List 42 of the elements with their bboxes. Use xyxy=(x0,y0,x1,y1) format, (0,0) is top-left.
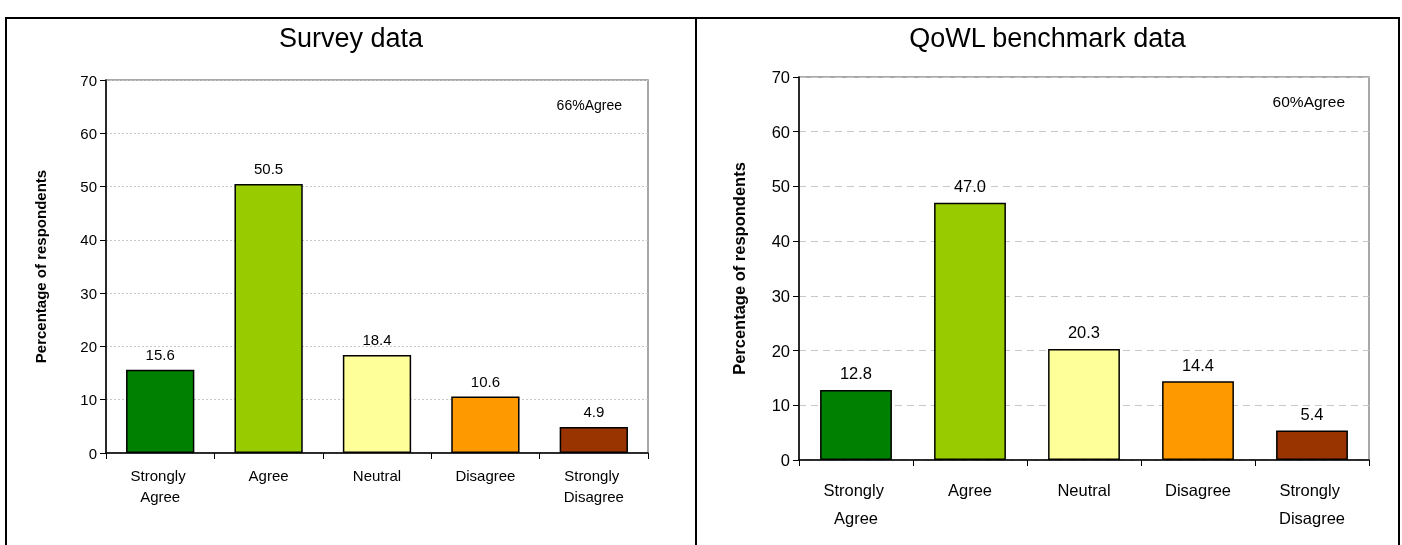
data-label: 50.5 xyxy=(254,159,284,177)
y-tick-label: 0 xyxy=(780,451,790,469)
x-tick-label: Strongly Disagree xyxy=(1278,481,1346,527)
x-tick-label: Neutral xyxy=(352,467,402,484)
y-tick-label: 40 xyxy=(771,232,790,251)
y-tick-label: 20 xyxy=(80,337,97,355)
chart-title: Survey data xyxy=(278,22,425,53)
y-axis-title: Percentage of respondents xyxy=(32,169,49,364)
x-tick-label: Strongly Agree xyxy=(823,481,889,527)
data-label: 15.6 xyxy=(145,345,175,363)
y-tick-label: 60 xyxy=(80,124,97,142)
y-tick-label: 40 xyxy=(80,231,97,249)
data-label: 12.8 xyxy=(839,364,873,383)
y-tick-label: 20 xyxy=(771,341,790,360)
y-axis-title: Percentage of respondents xyxy=(729,162,748,375)
data-label: 10.6 xyxy=(470,372,500,390)
annotation: 60%Agree xyxy=(1272,92,1346,110)
data-label: 18.4 xyxy=(362,330,392,348)
data-label: 20.3 xyxy=(1067,323,1101,342)
x-tick-label: Neutral xyxy=(1057,481,1111,499)
data-label: 14.4 xyxy=(1181,355,1215,374)
y-tick-label: 10 xyxy=(80,391,97,409)
x-tick-label: Disagree xyxy=(455,467,516,484)
y-tick-label: 50 xyxy=(771,177,790,196)
y-tick-label: 10 xyxy=(771,396,790,415)
chart-title: QoWL benchmark data xyxy=(909,22,1187,53)
y-tick-label: 60 xyxy=(771,122,790,141)
y-tick-label: 30 xyxy=(80,284,97,302)
x-tick-label: Strongly Agree xyxy=(130,467,190,505)
y-tick-label: 70 xyxy=(771,68,790,86)
data-label: 47.0 xyxy=(953,177,987,196)
y-tick-label: 30 xyxy=(771,286,790,305)
data-label: 4.9 xyxy=(583,402,605,420)
data-label: 5.4 xyxy=(1300,404,1324,423)
annotation: 66%Agree xyxy=(556,97,623,113)
y-tick-label: 70 xyxy=(80,71,97,89)
y-tick-label: 0 xyxy=(88,444,97,462)
y-tick-label: 50 xyxy=(80,178,97,196)
x-tick-label: Agree xyxy=(947,481,993,499)
x-tick-label: Agree xyxy=(248,467,289,484)
x-tick-label: Strongly Disagree xyxy=(563,467,624,505)
x-tick-label: Disagree xyxy=(1164,481,1232,499)
